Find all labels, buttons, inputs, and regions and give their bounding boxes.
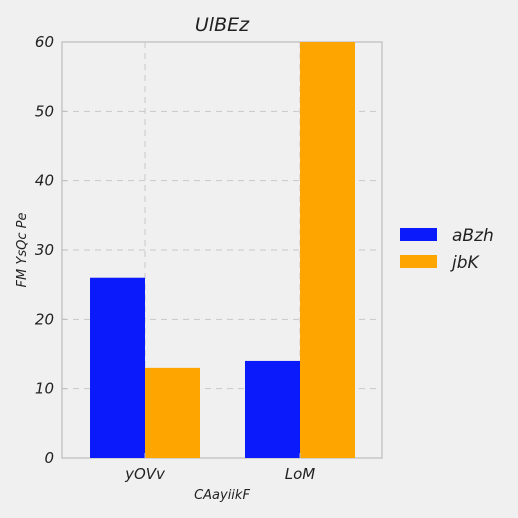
legend-label-series-1: aBzh [452,226,494,246]
bar-jbK-yOVv [145,368,200,458]
y-tick-label: 0 [44,449,54,467]
legend: aBzh jbK [400,226,494,273]
bar-jbK-LoM [300,42,355,458]
y-tick-label: 20 [35,310,54,328]
x-axis-label: CAayiikF [194,488,250,503]
y-tick-label: 60 [35,33,54,51]
legend-swatch-series-1 [400,228,437,241]
y-tick-label: 10 [35,380,54,398]
legend-label-series-2: jbK [450,253,481,273]
bar-aBzh-yOVv [90,278,145,458]
y-tick-label: 50 [35,102,54,120]
x-tick-label: yOVv [124,465,166,483]
chart-title: UlBEz [195,14,250,36]
legend-swatch-series-2 [400,255,437,268]
y-axis-label: FM YsQc Pe [15,213,30,288]
y-tick-label: 30 [35,241,54,259]
y-tick-label: 40 [35,172,54,190]
x-tick-label: LoM [285,465,316,483]
bar-aBzh-LoM [245,361,300,458]
